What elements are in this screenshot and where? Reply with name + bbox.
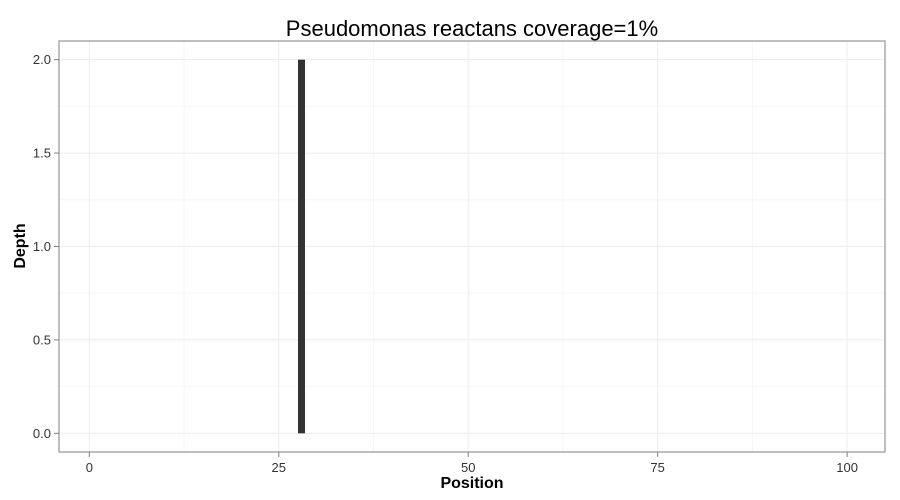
x-tick-label: 0: [86, 460, 93, 475]
y-tick-label: 0.0: [33, 426, 51, 441]
x-tick-label: 100: [836, 460, 858, 475]
coverage-bar: [297, 59, 305, 434]
x-tick-label: 50: [461, 460, 475, 475]
x-tick-label: 75: [650, 460, 664, 475]
y-tick-label: 2.0: [33, 52, 51, 67]
chart-title: Pseudomonas reactans coverage=1%: [286, 16, 658, 41]
y-axis-ticks: 0.0 0.5 1.0 1.5 2.0: [33, 52, 59, 441]
y-tick-label: 0.5: [33, 332, 51, 347]
x-axis-title: Position: [440, 475, 503, 492]
bars: [297, 59, 305, 434]
x-tick-label: 25: [272, 460, 286, 475]
y-tick-label: 1.0: [33, 239, 51, 254]
y-tick-label: 1.5: [33, 146, 51, 161]
y-axis-title: Depth: [12, 223, 29, 268]
x-axis-ticks: 0 25 50 75 100: [86, 452, 858, 475]
grid-lines: [59, 41, 885, 452]
